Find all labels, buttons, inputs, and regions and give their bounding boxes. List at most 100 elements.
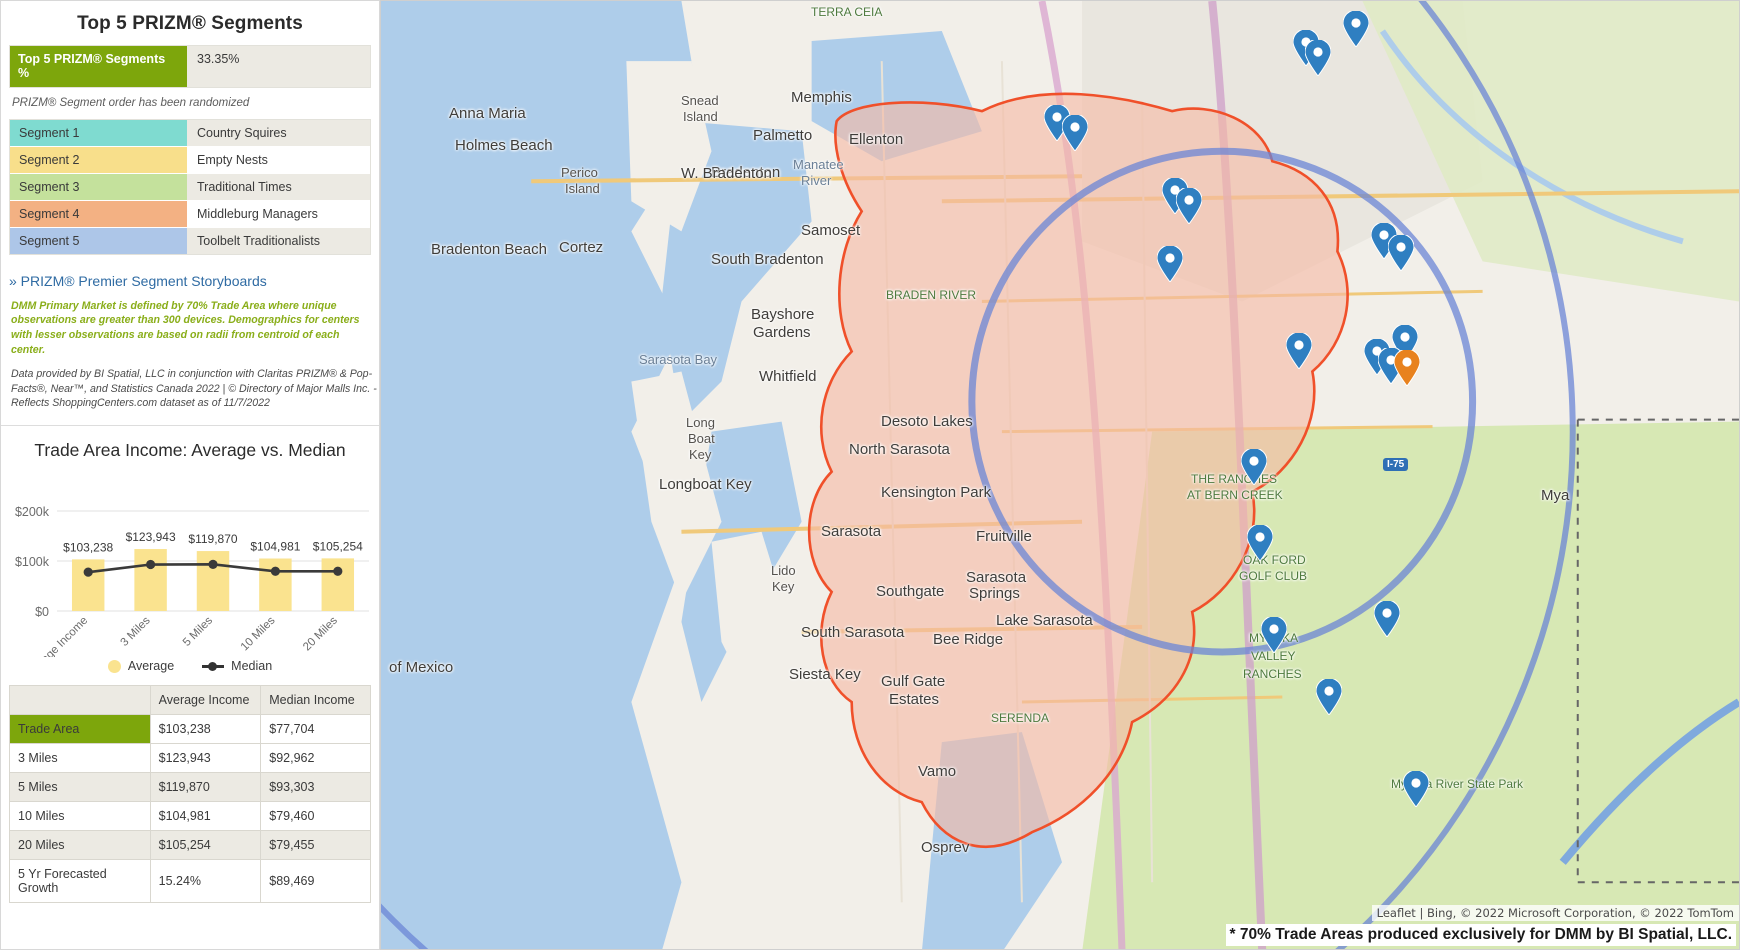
map-location-pin[interactable]	[1043, 103, 1071, 142]
x-tick-label: Average Income	[23, 615, 91, 657]
map-location-pin[interactable]	[1342, 9, 1370, 48]
map-location-pin[interactable]	[1246, 523, 1274, 562]
segment-name-5: Toolbelt Traditionalists	[187, 227, 370, 254]
segment-key-3: Segment 3	[10, 173, 187, 200]
segment-key-4: Segment 4	[10, 200, 187, 227]
data-source-note: Data provided by BI Spatial, LLC in conj…	[11, 368, 377, 410]
bar-value-label: $119,870	[188, 532, 237, 546]
median-point	[333, 566, 343, 576]
map-location-pin[interactable]	[1393, 348, 1421, 387]
cell-average-income: $104,981	[149, 801, 262, 832]
bar-value-label: $123,943	[126, 530, 176, 544]
map-attribution: Leaflet | Bing, © 2022 Microsoft Corpora…	[1371, 905, 1739, 921]
pin-icon	[1342, 9, 1370, 48]
map-location-pin[interactable]	[1285, 331, 1313, 370]
map-footnote: * 70% Trade Areas produced exclusively f…	[1225, 924, 1736, 946]
median-point	[270, 566, 280, 576]
row-label: 5 Miles	[9, 772, 151, 803]
income-chart: $0 $100k $200k $103,238 $123,943 $119,870 $104…	[5, 467, 373, 657]
th-average-income: Average Income	[149, 685, 262, 716]
y-tick-label: $0	[35, 605, 49, 619]
segment-row: Segment 2 Empty Nests	[10, 146, 370, 174]
income-data-table: Average Income Median Income Trade Area $…	[9, 685, 371, 904]
table-header-row: Average Income Median Income	[9, 685, 371, 716]
table-row: 10 Miles $104,981 $79,460	[9, 801, 371, 832]
pin-icon	[1043, 103, 1071, 142]
bar	[321, 558, 355, 612]
legend-label-average: Average	[127, 659, 175, 674]
map-location-pin[interactable]	[1304, 38, 1332, 77]
map-location-pin[interactable]	[1175, 186, 1203, 225]
th-median-income: Median Income	[260, 685, 371, 716]
cell-median-income: $77,704	[260, 714, 371, 745]
cell-average-income: $103,238	[149, 714, 262, 745]
chart-title: Trade Area Income: Average vs. Median	[34, 440, 346, 461]
map-location-pin[interactable]	[1156, 244, 1184, 283]
cell-median-income: $92,962	[260, 743, 371, 774]
average-swatch-icon	[107, 659, 121, 673]
income-table-body: Trade Area $103,238 $77,704 3 Miles $123,943…	[9, 714, 371, 904]
pin-icon	[1402, 769, 1430, 808]
segment-row: Segment 1 Country Squires	[10, 119, 370, 147]
x-tick-label: 5 Miles	[181, 614, 215, 648]
median-point	[146, 559, 156, 570]
segment-name-3: Traditional Times	[187, 173, 370, 200]
trade-area-map[interactable]: TERRA CEIA Memphis Snead Island Palmetto Elle…	[380, 0, 1740, 950]
page-title: Top 5 PRIZM® Segments	[1, 1, 379, 45]
row-label: 10 Miles	[9, 801, 151, 832]
bar	[134, 549, 167, 612]
randomized-note: PRIZM® Segment order has been randomized	[12, 96, 250, 109]
section-divider	[1, 425, 379, 427]
y-tick-label: $200k	[15, 505, 50, 519]
pin-icon	[1315, 677, 1343, 716]
map-location-pin[interactable]	[1240, 447, 1268, 486]
legend-item-median: Median	[202, 659, 272, 673]
map-location-pin[interactable]	[1260, 615, 1288, 654]
x-tick-label: 20 Miles	[301, 614, 340, 653]
map-location-pin[interactable]	[1061, 113, 1089, 152]
cell-average-income: $105,254	[149, 830, 262, 861]
row-label: 3 Miles	[9, 743, 151, 774]
primary-market-note: DMM Primary Market is defined by 70% Tra…	[11, 299, 360, 356]
legend-label-median: Median	[231, 659, 273, 674]
map-location-pin[interactable]	[1315, 677, 1343, 716]
segment-row: Segment 3 Traditional Times	[10, 173, 370, 201]
page-title-text: Top 5 PRIZM® Segments	[77, 13, 303, 34]
pin-icon	[1304, 38, 1332, 77]
cell-median-income: $79,460	[260, 801, 371, 832]
median-point	[208, 559, 218, 569]
pin-icon	[1387, 233, 1415, 272]
top5-percent-row: Top 5 PRIZM® Segments % 33.35%	[9, 45, 371, 88]
th-blank	[9, 685, 151, 716]
prizm-storyboards-link[interactable]: » PRIZM® Premier Segment Storyboards	[9, 272, 267, 289]
income-table-head: Average Income Median Income	[9, 685, 371, 716]
row-label: 5 Yr Forecasted Growth	[9, 859, 151, 904]
map-location-pin[interactable]	[1373, 599, 1401, 638]
pin-icon	[1373, 599, 1401, 638]
map-location-pin[interactable]	[1387, 233, 1415, 272]
table-row: 5 Yr Forecasted Growth 15.24% $89,469	[9, 859, 371, 904]
pin-icon	[1240, 447, 1268, 486]
segment-key-5: Segment 5	[10, 227, 187, 254]
cell-median-income: $93,303	[260, 772, 371, 803]
segment-key-1: Segment 1	[10, 119, 187, 146]
bar	[259, 558, 292, 612]
y-tick-label: $100k	[15, 555, 50, 569]
pin-icon	[1175, 186, 1203, 225]
cell-average-income: $123,943	[149, 743, 262, 774]
map-location-pin[interactable]	[1402, 769, 1430, 808]
income-chart-svg: $0 $100k $200k $103,238 $123,943 $119,870 $104…	[15, 505, 369, 657]
cell-average-income: $119,870	[149, 772, 262, 803]
pin-icon	[1285, 331, 1313, 370]
segment-name-4: Middleburg Managers	[187, 200, 370, 227]
segment-row: Segment 4 Middleburg Managers	[10, 200, 370, 228]
pin-icon	[1260, 615, 1288, 654]
legend-item-average: Average	[107, 659, 175, 674]
pin-icon	[1393, 348, 1421, 387]
segment-name-2: Empty Nests	[187, 146, 370, 173]
pin-icon	[1156, 244, 1184, 283]
bar-value-label: $103,238	[63, 540, 113, 554]
table-row: 20 Miles $105,254 $79,455	[9, 830, 371, 861]
pin-icon	[1061, 113, 1089, 152]
